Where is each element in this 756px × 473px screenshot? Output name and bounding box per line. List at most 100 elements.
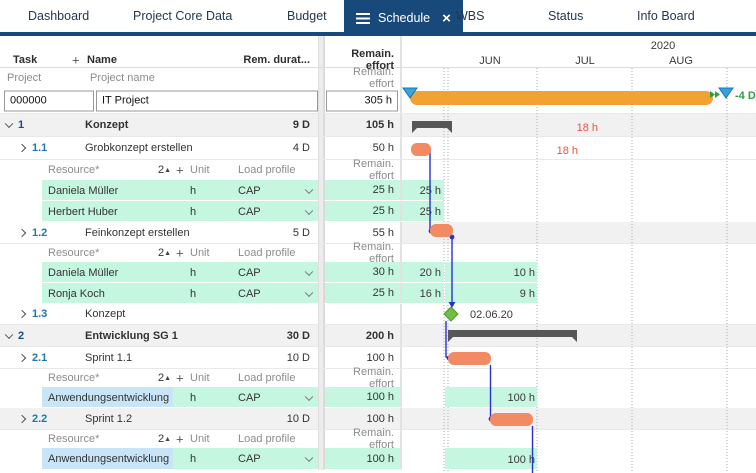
chevron-right-icon[interactable] (17, 143, 27, 153)
resource-unit[interactable]: h (190, 453, 197, 465)
task-effort[interactable]: 105 h (324, 114, 402, 136)
col-header-rem-duration[interactable]: Rem. durat... (243, 53, 310, 66)
resource-name[interactable]: Anwendungsentwicklung (48, 453, 170, 465)
task-name[interactable]: Grobkonzept erstellen (85, 142, 193, 154)
task-number[interactable]: 1.1 (32, 142, 48, 154)
sort-indicator[interactable]: 2▲ (158, 164, 172, 176)
chevron-right-icon[interactable] (17, 309, 27, 319)
resource-name[interactable]: Anwendungsentwicklung (48, 391, 170, 404)
tab-budget[interactable]: Budget (287, 9, 327, 23)
sort-asc-icon: ▲ (164, 436, 172, 443)
resource-col-label: Resource* (48, 433, 100, 445)
resource-unit[interactable]: h (190, 287, 197, 300)
task-name[interactable]: Feinkonzept erstellen (85, 226, 190, 239)
resource-effort[interactable]: 100 h (324, 448, 402, 470)
task-number[interactable]: 1.2 (32, 226, 48, 239)
close-icon[interactable]: × (442, 9, 451, 27)
task-duration[interactable]: 10 D (286, 412, 310, 425)
resource-effort[interactable]: 25 h (324, 180, 402, 201)
unit-col-label: Unit (190, 164, 210, 176)
sort-asc-icon: ▲ (164, 250, 172, 257)
task-duration[interactable]: 5 D (292, 226, 310, 239)
resource-effort[interactable]: 25 h (324, 201, 402, 222)
chevron-down-icon[interactable] (4, 330, 14, 339)
add-resource-button[interactable]: + (176, 162, 184, 178)
chevron-right-icon[interactable] (17, 353, 27, 362)
resource-load-profile[interactable]: CAP (238, 205, 261, 218)
resource-name[interactable]: Herbert Huber (48, 205, 118, 218)
resource-unit[interactable]: h (190, 391, 197, 404)
task-number[interactable]: 1 (18, 119, 25, 131)
tab-dashboard[interactable]: Dashboard (28, 9, 90, 23)
sort-indicator[interactable]: 2▲ (158, 372, 172, 384)
task-duration[interactable]: 4 D (292, 142, 310, 154)
project-row: 000000 IT Project 305 h (0, 88, 756, 114)
task-number[interactable]: 2 (18, 329, 25, 342)
hamburger-menu-icon[interactable] (356, 12, 370, 24)
unit-col-label: Unit (190, 372, 210, 384)
task-effort[interactable]: 50 h (324, 137, 402, 159)
resource-name[interactable]: Ronja Koch (48, 287, 105, 300)
chevron-down-icon[interactable] (4, 119, 14, 129)
resource-load-profile[interactable]: CAP (238, 287, 261, 300)
add-resource-button[interactable]: + (176, 431, 184, 447)
task-number[interactable]: 1.3 (32, 308, 48, 320)
col-header-rem-effort[interactable]: Remain. effort (324, 48, 402, 72)
tab-project-core-data[interactable]: Project Core Data (133, 9, 233, 23)
resource-effort-col-label: Remain. effort (324, 366, 402, 390)
task-effort[interactable]: 100 h (324, 347, 402, 368)
load-profile-col-label: Load profile (238, 247, 296, 259)
task-duration[interactable]: 30 D (286, 329, 310, 342)
resource-load-profile[interactable]: CAP (238, 391, 261, 404)
task-name[interactable]: Konzept (85, 119, 129, 131)
load-profile-col-label: Load profile (238, 433, 296, 445)
task-name[interactable]: Sprint 1.2 (85, 412, 133, 425)
resource-col-label: Resource* (48, 247, 100, 259)
sort-indicator[interactable]: 2▲ (158, 433, 172, 445)
task-row-1-3: 1.3 Konzept (0, 304, 756, 325)
task-name[interactable]: Entwicklung SG 1 (85, 329, 178, 342)
task-name[interactable]: Konzept (85, 308, 126, 320)
tab-status[interactable]: Status (548, 9, 584, 23)
resource-effort[interactable]: 100 h (324, 387, 402, 408)
resource-load-profile[interactable]: CAP (238, 453, 261, 465)
task-effort[interactable]: 100 h (324, 408, 402, 429)
resource-effort-col-label: Remain. effort (324, 427, 402, 451)
task-effort[interactable]: 200 h (324, 325, 402, 346)
task-number[interactable]: 2.2 (32, 412, 48, 425)
task-name[interactable]: Sprint 1.1 (85, 351, 133, 364)
project-id-input[interactable]: 000000 (4, 90, 94, 111)
resource-row: Daniela Müller h CAP 25 h (0, 180, 756, 201)
col-header-task[interactable]: Task (13, 53, 38, 66)
resource-col-label: Resource* (48, 372, 100, 384)
sub-header-row: Project Project name Remain. effort (0, 66, 756, 90)
project-name-input[interactable]: IT Project (96, 90, 318, 111)
tab-schedule[interactable]: Schedule × (344, 0, 463, 36)
add-resource-button[interactable]: + (176, 245, 184, 261)
resource-unit[interactable]: h (190, 184, 197, 197)
sort-indicator[interactable]: 2▲ (158, 247, 172, 259)
load-profile-col-label: Load profile (238, 372, 296, 384)
resource-effort[interactable]: 30 h (324, 262, 402, 283)
resource-effort[interactable]: 25 h (324, 283, 402, 304)
chevron-right-icon[interactable] (17, 228, 27, 237)
project-effort-input[interactable]: 305 h (326, 90, 398, 111)
task-duration[interactable]: 9 D (292, 119, 310, 131)
task-effort[interactable]: 55 h (324, 222, 402, 243)
add-column-button[interactable]: + (72, 52, 80, 67)
chevron-right-icon[interactable] (17, 414, 27, 423)
tab-wbs[interactable]: WBS (456, 9, 485, 23)
add-resource-button[interactable]: + (176, 370, 184, 386)
resource-unit[interactable]: h (190, 205, 197, 218)
task-number[interactable]: 2.1 (32, 351, 48, 364)
resource-load-profile[interactable]: CAP (238, 184, 261, 197)
label-project-name: Project name (90, 72, 155, 84)
resource-load-profile[interactable]: CAP (238, 266, 261, 279)
task-duration[interactable]: 10 D (286, 351, 310, 364)
col-header-name[interactable]: Name (87, 53, 117, 66)
resource-name[interactable]: Daniela Müller (48, 184, 119, 197)
tab-info-board[interactable]: Info Board (637, 9, 695, 23)
sort-asc-icon: ▲ (164, 167, 172, 174)
resource-unit[interactable]: h (190, 266, 197, 279)
resource-name[interactable]: Daniela Müller (48, 266, 119, 279)
